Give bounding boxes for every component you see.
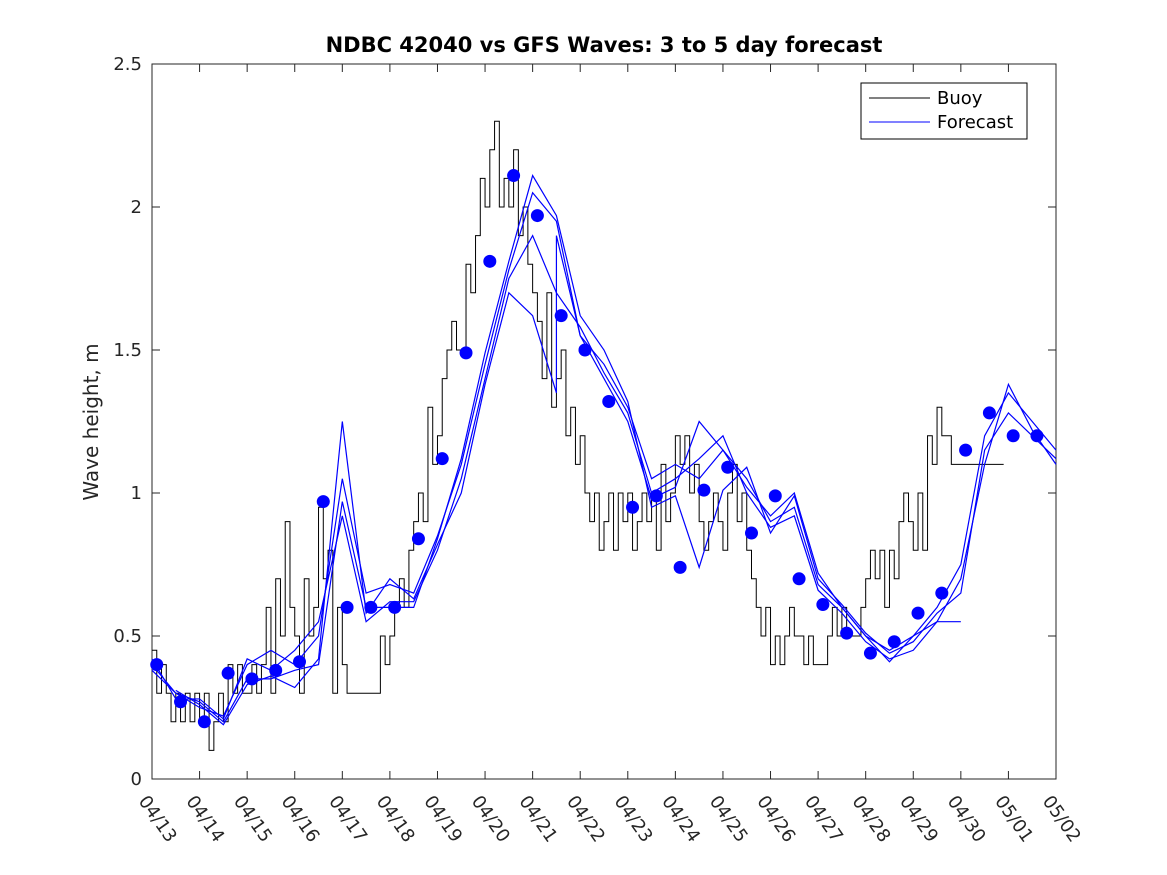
forecast-point-33 [935,586,949,600]
forecast-point-7 [316,495,330,509]
forecast-point-20 [626,500,640,514]
legend-label-buoy: Buoy [937,88,983,109]
buoy-series-line [152,120,1004,751]
forecast-point-5 [269,663,283,677]
forecast-point-1 [174,695,188,709]
forecast-point-32 [911,606,925,620]
forecast-point-9 [364,600,378,614]
forecast-point-15 [507,169,521,183]
forecast-point-36 [1006,429,1020,443]
forecast-point-34 [959,443,973,457]
forecast-point-24 [721,460,735,474]
legend-box [860,82,1028,140]
forecast-series-line-3 [175,235,961,726]
forecast-point-28 [816,598,830,612]
forecast-point-19 [602,394,616,408]
y-tick-label-0: 0 [131,769,142,790]
forecast-point-0 [150,658,164,672]
forecast-point-13 [459,346,473,360]
forecast-point-37 [1030,429,1044,443]
forecast-point-31 [887,635,901,649]
forecast-series-line-1 [151,191,1057,717]
forecast-point-16 [530,209,544,223]
forecast-point-14 [483,254,497,268]
forecast-point-11 [411,532,425,546]
y-tick-label-3: 1.5 [113,340,142,361]
forecast-point-27 [792,572,806,586]
forecast-point-22 [673,560,687,574]
forecast-point-6 [292,655,306,669]
legend: Buoy Forecast [860,82,1028,140]
forecast-point-29 [840,626,854,640]
forecast-point-30 [863,646,877,660]
y-tick-label-1: 0.5 [113,626,142,647]
forecast-series-line-2 [151,234,1057,720]
chart-title: NDBC 42040 vs GFS Waves: 3 to 5 day fore… [326,33,883,57]
forecast-point-21 [649,489,663,503]
forecast-point-10 [388,600,402,614]
forecast-point-4 [245,672,259,686]
forecast-point-2 [197,715,211,729]
forecast-point-26 [768,489,782,503]
forecast-point-8 [340,600,354,614]
forecast-point-25 [744,526,758,540]
y-tick-label-4: 2 [131,197,142,218]
legend-label-forecast: Forecast [937,112,1013,133]
forecast-point-23 [697,483,711,497]
y-axis-label: Wave height, m [79,343,103,500]
forecast-point-17 [554,309,568,323]
y-tick-label-2: 1 [131,483,142,504]
forecast-point-18 [578,343,592,357]
axes-box [151,63,1057,780]
forecast-point-3 [221,666,235,680]
forecast-point-12 [435,452,449,466]
forecast-point-35 [982,406,996,420]
y-tick-label-5: 2.5 [113,54,142,75]
forecast-series-line-0 [151,174,1057,723]
